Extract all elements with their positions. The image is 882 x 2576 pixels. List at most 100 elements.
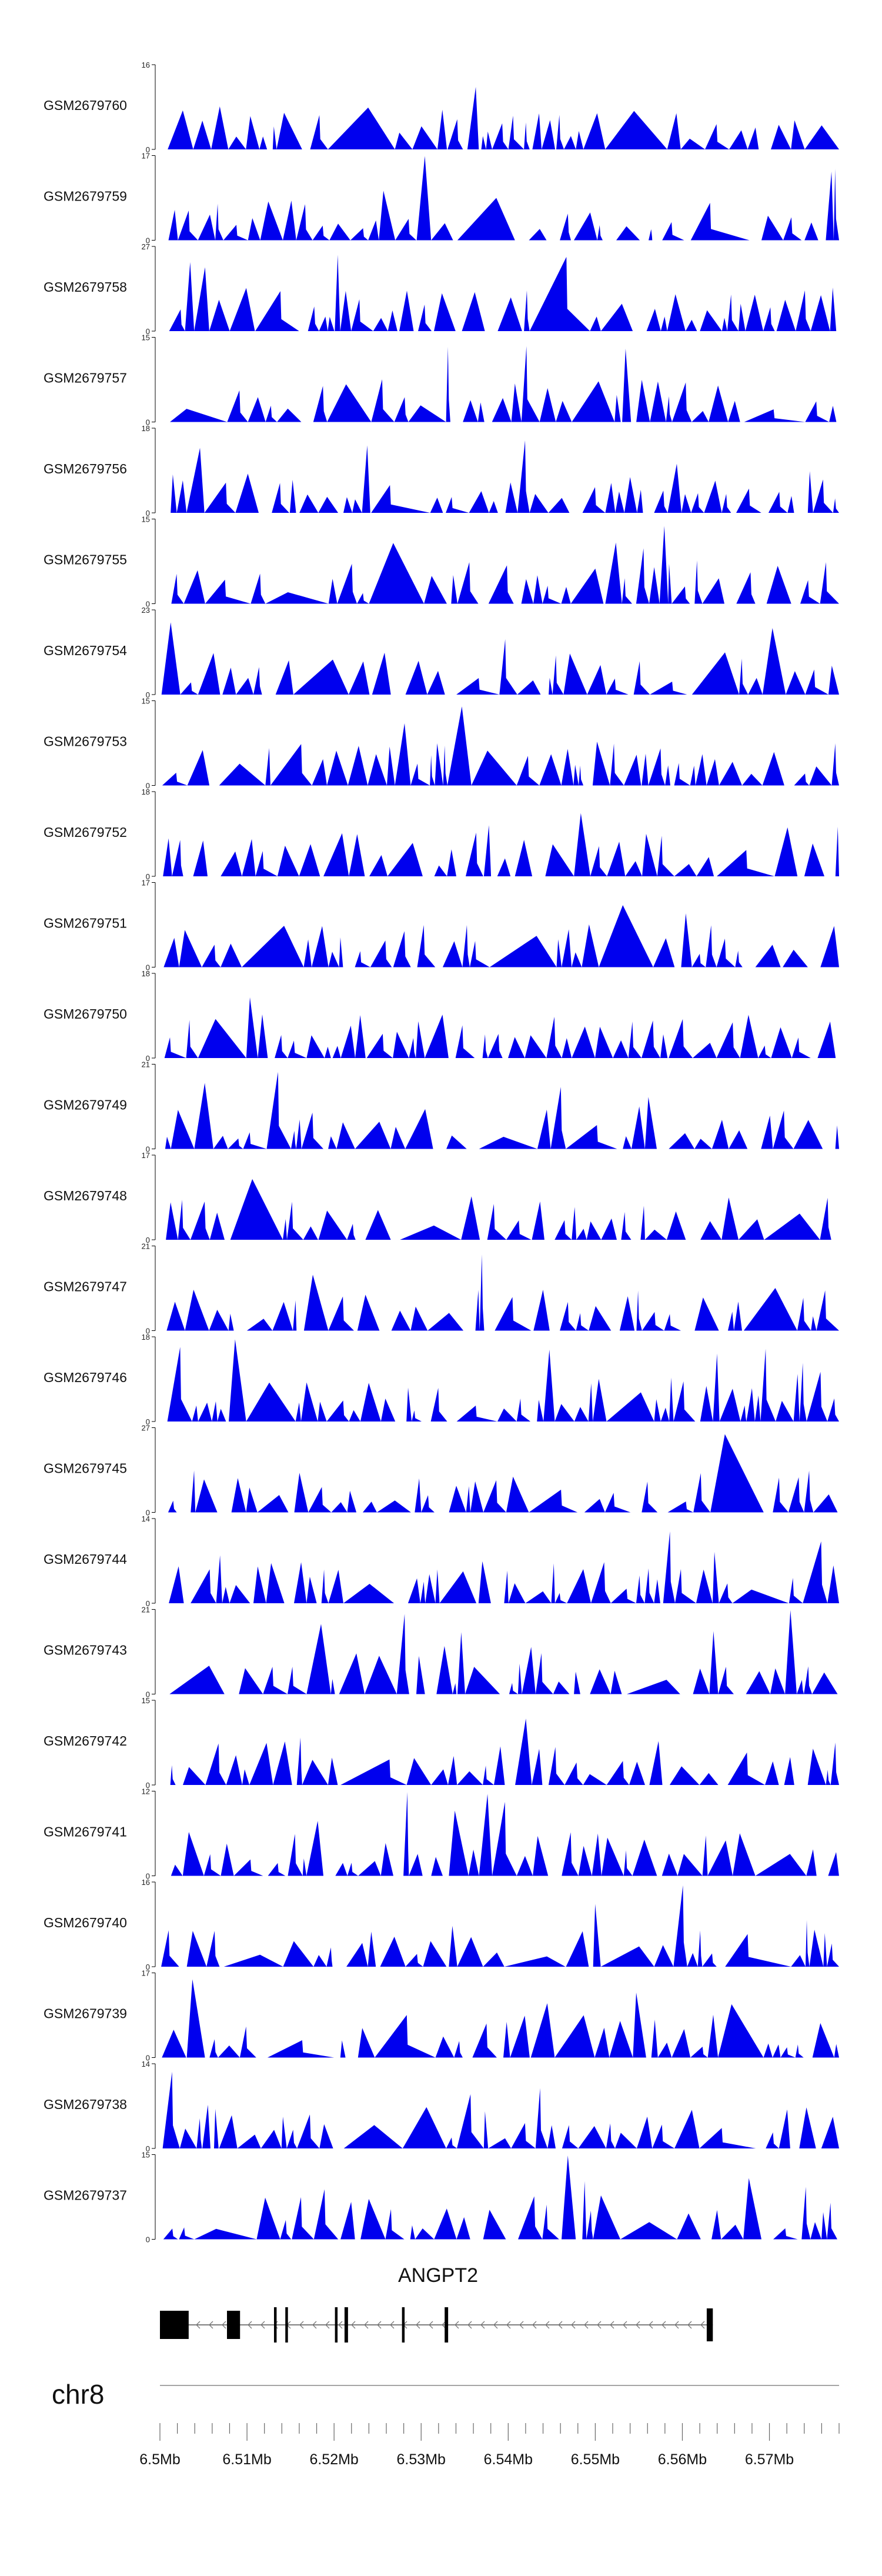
gene-exon	[344, 2307, 348, 2343]
strand-arrow-icon	[312, 2321, 317, 2329]
strand-arrow-icon	[248, 2321, 252, 2329]
y-axis-max-label: 15	[142, 515, 150, 524]
track-gsm2679755: GSM2679755 15 0	[44, 515, 839, 609]
y-axis-min-label: 0	[146, 1963, 150, 1971]
track-label: GSM2679760	[44, 98, 127, 113]
track-label: GSM2679737	[44, 2188, 127, 2203]
gene-exon	[706, 2308, 713, 2341]
strand-arrow-icon	[506, 2321, 511, 2329]
strand-arrow-icon	[299, 2321, 304, 2329]
strand-arrow-icon	[571, 2321, 576, 2329]
y-axis-min-label: 0	[146, 600, 150, 609]
strand-arrow-icon	[597, 2321, 602, 2329]
axis-tick-label: 6.53Mb	[397, 2451, 446, 2468]
strand-arrow-icon	[558, 2321, 563, 2329]
track-gsm2679760: GSM2679760 16 0	[44, 61, 840, 154]
track-label: GSM2679757	[44, 371, 127, 386]
y-axis-max-label: 14	[142, 1514, 150, 1523]
y-axis-max-label: 15	[142, 333, 150, 342]
gene-exon	[227, 2311, 240, 2339]
strand-arrow-icon	[610, 2321, 614, 2329]
y-axis-max-label: 18	[142, 424, 150, 433]
y-axis-min-label: 0	[146, 236, 150, 245]
y-axis-min-label: 0	[146, 145, 150, 154]
coverage-area	[162, 1979, 845, 2058]
y-axis-max-label: 17	[142, 1151, 150, 1160]
gene-name-label: ANGPT2	[398, 2264, 478, 2287]
gene-exon	[160, 2311, 189, 2339]
track-gsm2679754: GSM2679754 23 0	[44, 606, 840, 699]
y-axis-max-label: 15	[142, 2151, 150, 2160]
track-label: GSM2679739	[44, 2006, 127, 2021]
y-axis-min-label: 0	[146, 1509, 150, 1517]
strand-arrow-icon	[519, 2321, 524, 2329]
y-axis-min-label: 0	[146, 1054, 150, 1063]
track-gsm2679751: GSM2679751 17 0	[44, 879, 852, 972]
strand-arrow-icon	[196, 2321, 201, 2329]
axis-tick-label: 6.51Mb	[222, 2451, 271, 2468]
track-gsm2679756: GSM2679756 18 0	[44, 424, 840, 518]
coverage-area	[162, 2071, 840, 2148]
track-gsm2679744: GSM2679744 14 0	[44, 1514, 840, 1608]
strand-arrow-icon	[442, 2321, 446, 2329]
strand-arrow-icon	[674, 2321, 679, 2329]
y-axis-max-label: 27	[142, 242, 150, 251]
y-axis-min-label: 0	[146, 1599, 150, 1608]
coverage-area	[169, 255, 840, 331]
track-label: GSM2679758	[44, 279, 127, 295]
y-axis-min-label: 0	[146, 1236, 150, 1244]
y-axis-max-label: 18	[142, 788, 150, 796]
track-label: GSM2679743	[44, 1643, 127, 1658]
strand-arrow-icon	[467, 2321, 472, 2329]
track-gsm2679759: GSM2679759 17 0	[44, 152, 841, 245]
track-label: GSM2679738	[44, 2097, 127, 2112]
strand-arrow-icon	[532, 2321, 537, 2329]
track-gsm2679745: GSM2679745 27 0	[44, 1424, 839, 1517]
track-gsm2679757: GSM2679757 15 0	[44, 333, 839, 427]
gene-exon	[402, 2307, 405, 2343]
y-axis-min-label: 0	[146, 509, 150, 518]
track-label: GSM2679749	[44, 1097, 127, 1113]
coverage-area	[162, 706, 845, 786]
strand-arrow-icon	[623, 2321, 627, 2329]
y-axis-min-label: 0	[146, 2054, 150, 2063]
strand-arrow-icon	[480, 2321, 485, 2329]
y-axis-min-label: 0	[146, 1145, 150, 1154]
y-axis-max-label: 21	[142, 1606, 150, 1614]
coverage-area	[168, 86, 840, 149]
coverage-area	[171, 440, 840, 513]
y-axis-min-label: 0	[146, 1781, 150, 1790]
coverage-area	[161, 622, 840, 695]
y-axis-max-label: 23	[142, 606, 150, 615]
track-gsm2679752: GSM2679752 18 0	[44, 788, 840, 881]
axis-tick-label: 6.55Mb	[571, 2451, 620, 2468]
y-axis-max-label: 17	[142, 879, 150, 887]
strand-arrow-icon	[455, 2321, 459, 2329]
track-gsm2679753: GSM2679753 15 0	[44, 697, 845, 790]
y-axis-min-label: 0	[146, 1417, 150, 1426]
strand-arrow-icon	[209, 2321, 213, 2329]
coverage-area	[163, 905, 852, 967]
gene-exon	[273, 2307, 277, 2343]
y-axis-max-label: 18	[142, 1333, 150, 1342]
strand-arrow-icon	[325, 2321, 330, 2329]
track-label: GSM2679759	[44, 189, 127, 204]
track-gsm2679750: GSM2679750 18 0	[44, 969, 845, 1063]
coverage-area	[171, 526, 839, 604]
coverage-area	[169, 1610, 843, 1694]
track-label: GSM2679748	[44, 1188, 127, 1203]
track-label: GSM2679750	[44, 1006, 127, 1022]
coverage-area	[161, 1885, 840, 1967]
strand-arrow-icon	[649, 2321, 653, 2329]
strand-arrow-icon	[260, 2321, 265, 2329]
coverage-area	[164, 997, 845, 1058]
y-axis-max-label: 14	[142, 2060, 150, 2068]
y-axis-min-label: 0	[146, 690, 150, 699]
strand-arrow-icon	[390, 2321, 395, 2329]
coverage-area	[166, 1254, 839, 1331]
strand-arrow-icon	[377, 2321, 382, 2329]
y-axis-max-label: 17	[142, 1969, 150, 1978]
y-axis-max-label: 16	[142, 1878, 150, 1887]
gene-exon	[445, 2307, 449, 2343]
